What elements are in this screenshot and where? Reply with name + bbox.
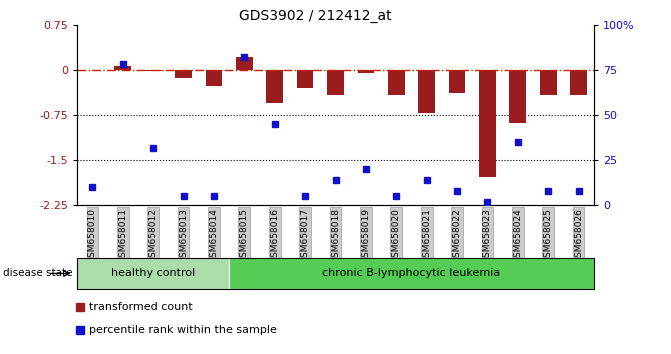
Bar [77, 258, 229, 289]
Text: GDS3902 / 212412_at: GDS3902 / 212412_at [239, 9, 392, 23]
Bar [540, 70, 557, 95]
Bar [479, 70, 496, 177]
Bar [236, 57, 253, 70]
Text: disease state: disease state [3, 268, 73, 279]
Bar [358, 70, 374, 73]
Bar [175, 70, 192, 78]
Text: percentile rank within the sample: percentile rank within the sample [89, 325, 276, 335]
Bar [509, 70, 526, 123]
Bar [418, 70, 435, 113]
Text: healthy control: healthy control [111, 268, 195, 279]
Bar [266, 70, 283, 103]
Bar [449, 70, 466, 93]
Bar [297, 70, 313, 88]
Bar [205, 70, 222, 86]
Text: transformed count: transformed count [89, 302, 193, 312]
Bar [145, 70, 162, 71]
Bar [570, 70, 587, 95]
Bar [114, 66, 131, 70]
Bar [229, 258, 594, 289]
Bar [327, 70, 344, 95]
Text: chronic B-lymphocytic leukemia: chronic B-lymphocytic leukemia [322, 268, 501, 279]
Bar [388, 70, 405, 95]
